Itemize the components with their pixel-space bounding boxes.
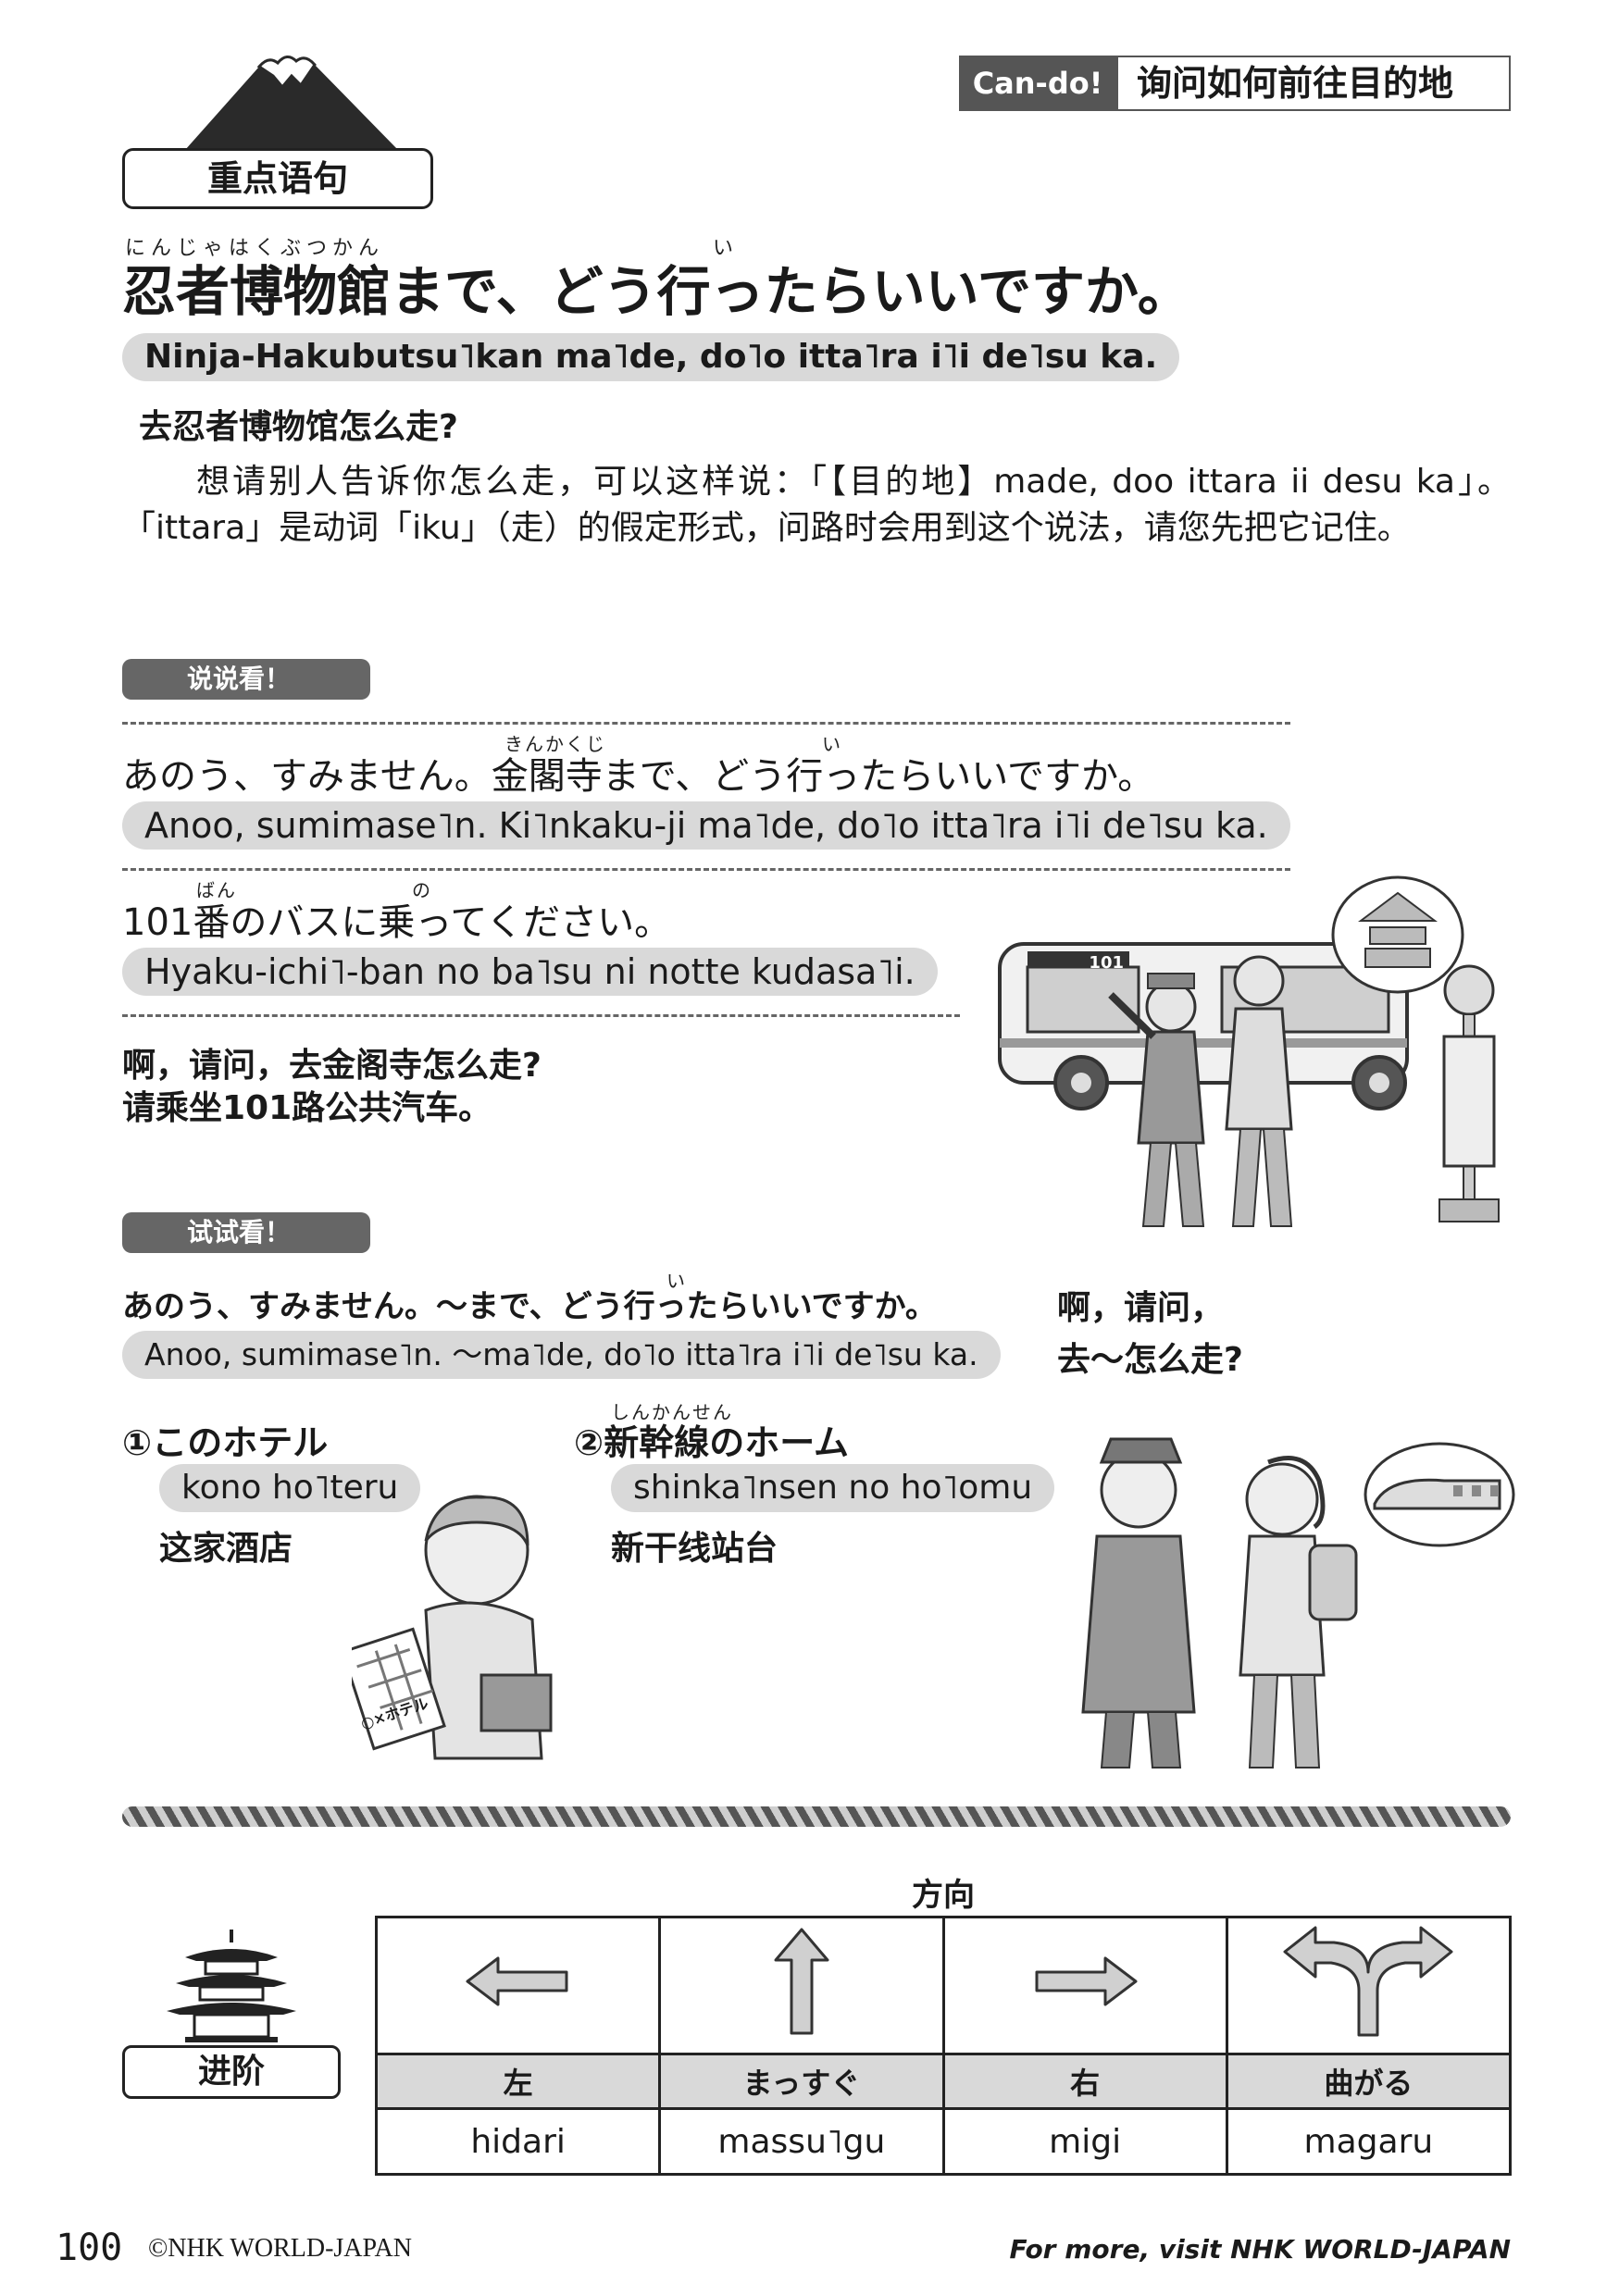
say-line2-ruby1: ばん: [196, 879, 237, 901]
rope-divider: [122, 1806, 1511, 1827]
try-label: 试试看！: [122, 1212, 370, 1253]
option1-romaji: kono ho˥teru: [159, 1464, 421, 1512]
try-translation-2: 去～怎么走?: [1057, 1341, 1243, 1379]
right-arrow-icon: [1035, 1956, 1138, 2006]
try-translation-1: 啊，请问，: [1057, 1289, 1225, 1327]
left-arrow-icon: [466, 1956, 568, 2006]
option2-zh: 新干线站台: [611, 1530, 778, 1568]
direction-table: 左 まっすぐ 右 曲がる hidari massu˥gu migi magaru: [374, 1916, 1513, 2176]
direction-jp-right: 右: [941, 2053, 1228, 2110]
option2-title: ②新幹線のホーム: [574, 1414, 849, 1465]
tourist-map-illustration: [352, 1495, 553, 1760]
direction-romaji-turn: magaru: [1225, 2107, 1513, 2176]
say-translation-2: 请乘坐101路公共汽车。: [122, 1089, 492, 1127]
fork-arrow-icon: [1283, 1926, 1453, 2037]
option2-jp: 新幹線のホーム: [604, 1422, 850, 1463]
say-label: 说说看！: [122, 659, 370, 700]
option1-title: ①このホテル: [122, 1414, 328, 1465]
direction-cell: [941, 1916, 1228, 2055]
key-ruby-1: にんじゃはくぶつかん: [125, 237, 385, 260]
direction-romaji-right: migi: [941, 2107, 1228, 2176]
say-translation-1: 啊，请问，去金阁寺怎么走?: [122, 1047, 542, 1085]
try-ruby: い: [666, 1270, 687, 1292]
option2-romaji: shinka˥nsen no ho˥omu: [611, 1464, 1055, 1512]
cando-badge: Can-do!: [959, 56, 1116, 111]
say-line1-romaji: Anoo, sumimase˥n. Ki˥nkaku-ji ma˥de, do˥…: [122, 801, 1290, 850]
direction-cell: [658, 1916, 945, 2055]
try-romaji: Anoo, sumimase˥n. ～ma˥de, do˥o itta˥ra i…: [122, 1331, 1001, 1379]
option1-jp: このホテル: [152, 1422, 329, 1463]
bus-number-sign: 101: [1089, 953, 1124, 973]
direction-romaji-left: hidari: [374, 2107, 662, 2176]
say-line2-romaji: Hyaku-ichi˥-ban no ba˥su ni notte kudasa…: [122, 948, 938, 996]
say-line1-ruby2: い: [822, 733, 842, 755]
direction-romaji-straight: massu˥gu: [658, 2107, 945, 2176]
key-sentence: 忍者博物館まで、どう行ったらいいですか。: [122, 260, 1191, 323]
page-number: 100: [56, 2227, 123, 2269]
direction-table-title: 方向: [912, 1877, 975, 1914]
direction-jp-turn: 曲がる: [1225, 2053, 1513, 2110]
bus-stop-illustration: [998, 875, 1500, 1227]
say-line1-ruby1: きんかくじ: [504, 733, 606, 755]
direction-jp-left: 左: [374, 2053, 662, 2110]
key-ruby-2: い: [713, 237, 736, 260]
temple-icon: [167, 1930, 296, 2042]
cando-title: 询问如何前往目的地: [1116, 56, 1511, 111]
divider: [122, 1014, 960, 1017]
key-meaning: 去忍者博物馆怎么走?: [139, 408, 458, 446]
footer-visit-link[interactable]: For more, visit NHK WORLD-JAPAN: [1009, 2234, 1511, 2265]
say-line2-ruby2: の: [412, 879, 432, 901]
key-romaji: Ninja-Hakubutsu˥kan ma˥de, do˥o itta˥ra …: [122, 333, 1180, 381]
advanced-label-box: 进阶: [122, 2045, 341, 2099]
direction-cell: [374, 1916, 662, 2055]
mountain-fuji-icon: [185, 56, 398, 150]
divider: [122, 722, 1290, 725]
option1-zh: 这家酒店: [159, 1530, 293, 1568]
say-line1-text: あのう、すみません。金閣寺まで、どう行ったらいいですか。: [122, 755, 1155, 798]
station-staff-illustration: [1081, 1437, 1515, 1769]
key-explanation: 想请别人告诉你怎么走，可以这样说：「【目的地】made, doo ittara …: [122, 463, 1511, 547]
option2-number: ②: [574, 1422, 604, 1463]
try-text: あのう、すみません。～まで、どう行ったらいいですか。: [122, 1288, 937, 1325]
option1-number: ①: [122, 1422, 153, 1463]
section-label-box: 重点语句: [122, 148, 433, 209]
say-line2-text: 101番のバスに乗ってください。: [122, 901, 672, 944]
footer-copyright: ©NHK WORLD-JAPAN: [148, 2234, 412, 2263]
option2-ruby: しんかんせん: [611, 1401, 733, 1423]
up-arrow-icon: [774, 1928, 829, 2035]
divider: [122, 868, 1290, 871]
direction-cell: [1225, 1916, 1513, 2055]
direction-jp-straight: まっすぐ: [658, 2053, 945, 2110]
